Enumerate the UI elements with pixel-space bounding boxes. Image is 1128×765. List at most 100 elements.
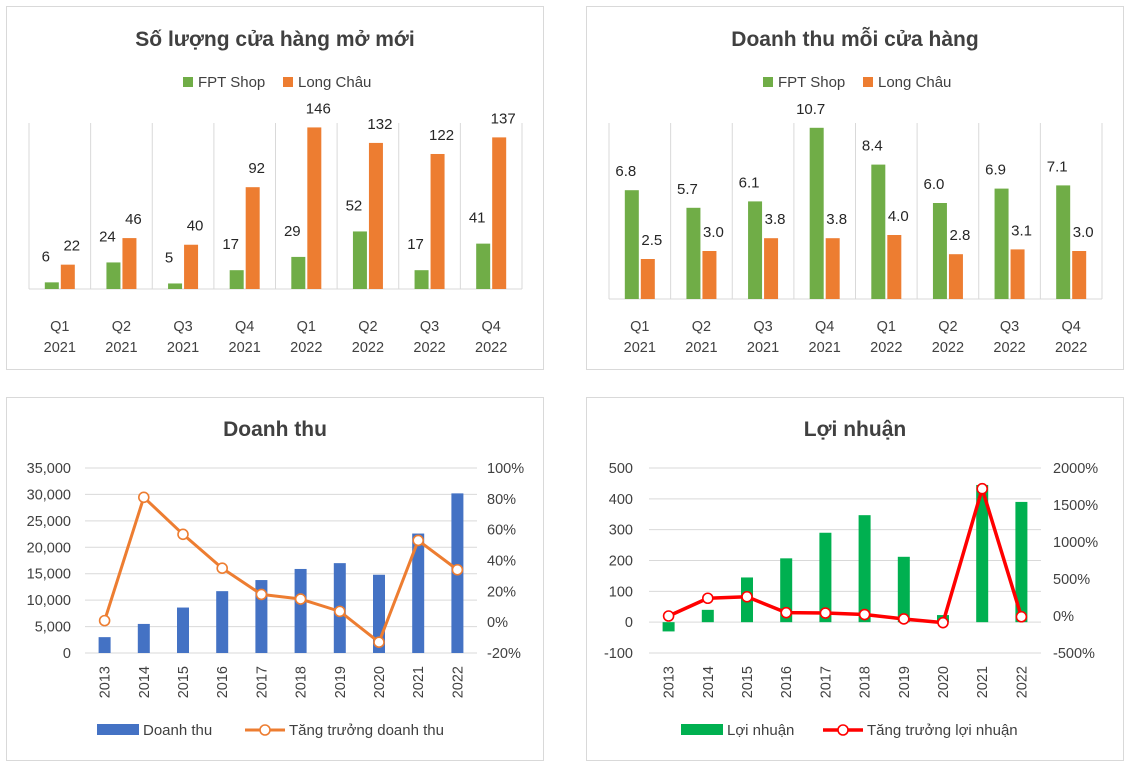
data-label: 4.0 xyxy=(888,208,909,225)
legend-label: FPT Shop xyxy=(198,74,265,91)
x-tick-year: 2014 xyxy=(137,666,153,698)
x-tick-year: 2013 xyxy=(662,666,678,698)
x-tick-quarter: Q3 xyxy=(753,319,772,335)
data-label: 24 xyxy=(99,228,116,245)
growth-marker-2016 xyxy=(780,606,792,619)
bar-fpt-shop-q1-2021 xyxy=(624,190,639,299)
y-left-tick: 200 xyxy=(609,554,633,570)
data-label: 5.7 xyxy=(677,181,698,198)
y-right-tick: 0% xyxy=(487,615,508,631)
legend-label: Long Châu xyxy=(878,74,951,91)
growth-marker-2013 xyxy=(98,614,111,627)
y-left-tick: 25,000 xyxy=(27,514,71,530)
legend-swatch-fpt-shop xyxy=(183,77,193,87)
bar-revenue-2018 xyxy=(294,568,307,653)
data-label: 10.7 xyxy=(796,101,825,118)
x-tick-year: 2021 xyxy=(747,340,779,356)
data-label: 52 xyxy=(346,197,363,214)
data-label: 3.1 xyxy=(1011,222,1032,239)
x-tick-year: 2019 xyxy=(897,666,913,698)
bar-long-chau-q2-2021 xyxy=(122,238,137,289)
bar-revenue-2013 xyxy=(98,637,111,653)
legend-swatch-bar xyxy=(681,724,723,735)
bar-long-chau-q3-2021 xyxy=(184,244,199,289)
bar-fpt-shop-q4-2022 xyxy=(476,243,491,289)
y-left-tick: 5,000 xyxy=(35,620,71,636)
y-right-tick: 1000% xyxy=(1053,535,1098,551)
x-tick-quarter: Q4 xyxy=(482,319,501,335)
legend-label: Tăng trưởng lợi nhuận xyxy=(867,722,1018,739)
growth-marker-2019 xyxy=(333,605,346,618)
x-tick-year: 2021 xyxy=(624,340,656,356)
y-left-tick: 30,000 xyxy=(27,487,71,503)
x-tick-year: 2018 xyxy=(858,666,874,698)
x-tick-year: 2021 xyxy=(44,340,76,356)
bar-long-chau-q3-2022 xyxy=(430,153,445,289)
legend-label: Tăng trưởng doanh thu xyxy=(289,722,444,739)
x-tick-year: 2013 xyxy=(98,666,114,698)
bar-profit-2016 xyxy=(780,558,793,623)
growth-marker-2022 xyxy=(451,563,464,576)
bar-fpt-shop-q3-2021 xyxy=(168,283,183,289)
x-tick-year: 2020 xyxy=(936,666,952,698)
x-tick-quarter: Q2 xyxy=(358,319,377,335)
bar-fpt-shop-q2-2022 xyxy=(932,203,947,299)
legend-swatch-long-chau xyxy=(283,77,293,87)
growth-line xyxy=(667,486,1024,625)
y-right-tick: 60% xyxy=(487,523,516,539)
data-label: 29 xyxy=(284,223,301,240)
legend-label: Long Châu xyxy=(298,74,371,91)
x-tick-year: 2022 xyxy=(1014,666,1030,698)
y-left-tick: -100 xyxy=(604,646,633,662)
y-right-tick: 0% xyxy=(1053,609,1074,625)
x-tick-quarter: Q1 xyxy=(877,319,896,335)
y-left-tick: 10,000 xyxy=(27,593,71,609)
growth-marker-2020 xyxy=(373,636,385,649)
data-label: 132 xyxy=(367,116,392,133)
bar-fpt-shop-q4-2021 xyxy=(229,270,244,289)
bar-profit-2013 xyxy=(662,622,675,632)
y-right-tick: 1500% xyxy=(1053,498,1098,514)
y-right-tick: -500% xyxy=(1053,646,1095,662)
bar-long-chau-q4-2021 xyxy=(825,238,840,299)
x-tick-year: 2017 xyxy=(254,666,270,698)
y-right-tick: 100% xyxy=(487,461,524,477)
data-label: 3.8 xyxy=(826,211,847,228)
revenue-per-store-chart-panel: Doanh thu mỗi cửa hàng FPT Shop Long Châu 6… xyxy=(586,6,1124,370)
new-stores-chart: Số lượng cửa hàng mở mới FPT Shop Long Châ… xyxy=(28,28,523,356)
x-tick-year: 2017 xyxy=(818,666,834,698)
bar-profit-2022 xyxy=(1015,501,1028,623)
bar-fpt-shop-q3-2022 xyxy=(994,188,1009,299)
revenue-per-store-chart: Doanh thu mỗi cửa hàng FPT Shop Long Châu 6… xyxy=(608,27,1103,356)
data-label: 3.0 xyxy=(1073,224,1094,241)
growth-marker-2019 xyxy=(897,613,910,625)
y-left-tick: 20,000 xyxy=(27,540,71,556)
growth-marker-2018 xyxy=(858,608,871,621)
data-label: 2.5 xyxy=(641,232,662,249)
bar-long-chau-q3-2022 xyxy=(1010,249,1025,299)
x-tick-year: 2022 xyxy=(993,340,1025,356)
x-tick-year: 2022 xyxy=(450,666,466,698)
legend-label: FPT Shop xyxy=(778,74,845,91)
x-tick-year: 2019 xyxy=(333,666,349,698)
bar-revenue-2015 xyxy=(177,607,189,653)
data-label: 6.8 xyxy=(615,163,636,180)
x-tick-quarter: Q3 xyxy=(420,319,439,335)
y-left-tick: 0 xyxy=(625,615,633,631)
growth-marker-2017 xyxy=(819,607,832,619)
x-tick-quarter: Q4 xyxy=(1062,319,1081,335)
revenue-chart: Doanh thu 0 5,000 10,000 15,000 20,000 25,000 3… xyxy=(27,418,525,739)
y-right-tick: 40% xyxy=(487,554,516,570)
bar-long-chau-q3-2021 xyxy=(764,238,779,299)
y-left-tick: 300 xyxy=(609,523,633,539)
x-tick-quarter: Q1 xyxy=(297,319,316,335)
growth-marker-2021 xyxy=(976,482,989,495)
x-tick-year: 2021 xyxy=(229,340,261,356)
data-label: 5 xyxy=(165,249,173,266)
data-label: 8.4 xyxy=(862,138,883,155)
legend-swatch-fpt-shop xyxy=(763,77,773,87)
x-tick-year: 2016 xyxy=(779,666,795,698)
data-label: 40 xyxy=(187,218,204,235)
growth-marker-2022 xyxy=(1015,610,1028,623)
x-tick-quarter: Q3 xyxy=(1000,319,1019,335)
